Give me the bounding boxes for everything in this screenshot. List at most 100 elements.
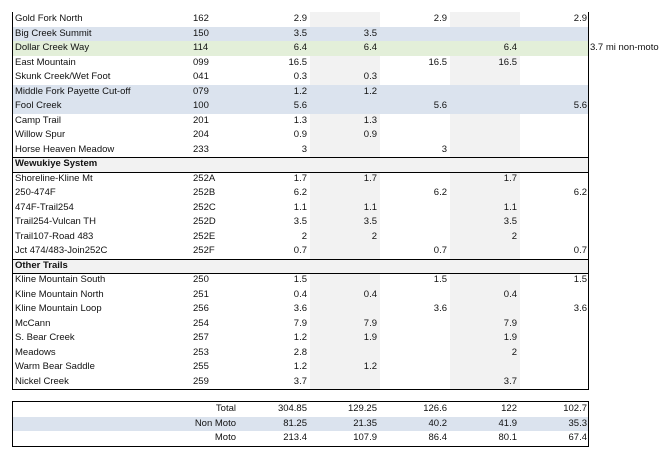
mileage: 3 — [301, 143, 307, 155]
trail-number: 114 — [193, 42, 209, 53]
highlight-row — [12, 416, 588, 431]
mileage: 6.4 — [293, 42, 307, 53]
mileage: 0.3 — [293, 71, 307, 82]
mileage: 1.2 — [293, 361, 307, 372]
mileage: 16.5 — [498, 56, 518, 68]
mileage: 1.2 — [293, 332, 307, 343]
mileage: 1.2 — [363, 361, 377, 372]
trail-name: McCann — [15, 317, 51, 329]
highlight-row — [12, 84, 588, 99]
mileage: 1.7 — [363, 172, 377, 184]
trail-number: 233 — [193, 143, 209, 155]
trail-number: 201 — [193, 114, 209, 126]
mileage: 3.5 — [293, 27, 307, 39]
mileage: 16.5 — [288, 56, 308, 68]
rule — [12, 171, 588, 173]
trail-name: Other Trails — [15, 259, 68, 271]
trail-name: Willow Spur — [15, 129, 66, 140]
trail-number: 254 — [193, 317, 209, 329]
mileage: 2 — [371, 230, 377, 242]
mileage: 6.2 — [573, 187, 587, 198]
mileage: 0.3 — [363, 71, 377, 82]
mileage: 1.3 — [293, 114, 307, 126]
mileage: 1.2 — [363, 85, 377, 97]
mileage: 2 — [511, 346, 517, 358]
mileage: 5.6 — [293, 100, 307, 111]
mileage: 3.5 — [503, 216, 517, 227]
mileage: 2.8 — [293, 346, 307, 358]
trail-number: 256 — [193, 303, 209, 314]
trail-number: 099 — [193, 56, 209, 68]
border — [12, 445, 589, 447]
summary-value: 126.6 — [423, 403, 447, 414]
mileage: 2.9 — [293, 13, 307, 24]
mileage: 1.5 — [293, 274, 307, 285]
mileage: 6.2 — [293, 187, 307, 198]
mileage: 0.7 — [573, 245, 587, 256]
trail-number: 150 — [193, 27, 209, 39]
highlight-row — [12, 26, 588, 41]
summary-value: 41.9 — [498, 417, 518, 429]
mileage: 1.5 — [573, 274, 587, 285]
trail-name: Kline Mountain North — [15, 288, 104, 300]
trail-name: Trail107-Road 483 — [15, 230, 94, 242]
summary-value: 304.85 — [277, 403, 307, 414]
column-shade — [450, 12, 520, 389]
mileage: 3.7 — [503, 375, 517, 387]
border — [588, 12, 589, 389]
highlight-row — [12, 99, 588, 114]
mileage: 3.5 — [363, 27, 377, 39]
trail-name: Jct 474/483-Join252C — [15, 245, 108, 256]
trail-number: 252B — [193, 187, 216, 198]
mileage: 0.9 — [293, 129, 307, 140]
trail-name: Dollar Creek Way — [15, 42, 90, 53]
summary-value: 80.1 — [498, 432, 518, 443]
trail-name: Warm Bear Saddle — [15, 361, 95, 372]
mileage: 3.5 — [293, 216, 307, 227]
mileage: 2 — [301, 230, 307, 242]
mileage: 0.4 — [293, 288, 307, 300]
mileage: 0.7 — [433, 245, 447, 256]
mileage: 16.5 — [428, 56, 448, 68]
mileage: 0.4 — [363, 288, 377, 300]
mileage: 0.7 — [293, 245, 307, 256]
mileage: 2.9 — [433, 13, 447, 24]
trail-number: 259 — [193, 375, 209, 387]
mileage: 3.7 — [293, 375, 307, 387]
trail-number: 255 — [193, 361, 209, 372]
trail-number: 252D — [193, 216, 216, 227]
trail-number: 257 — [193, 332, 209, 343]
mileage: 1.9 — [363, 332, 377, 343]
trail-number: 079 — [193, 85, 209, 97]
trail-name: 474F-Trail254 — [15, 201, 74, 213]
rule — [12, 157, 588, 158]
trail-number: 100 — [193, 100, 209, 111]
mileage: 2.9 — [573, 13, 587, 24]
trail-number: 252A — [193, 172, 216, 184]
trail-name: Meadows — [15, 346, 56, 358]
trail-name: Trail254-Vulcan TH — [15, 216, 96, 227]
mileage: 5.6 — [573, 100, 587, 111]
border — [12, 389, 589, 390]
trail-number: 252E — [193, 230, 216, 242]
trail-number: 252C — [193, 201, 216, 213]
trail-name: Kline Mountain South — [15, 274, 106, 285]
mileage: 1.5 — [433, 274, 447, 285]
mileage: 1.1 — [363, 201, 377, 213]
mileage: 6.4 — [503, 42, 517, 53]
summary-value: 107.9 — [353, 432, 377, 443]
column-shade — [310, 12, 380, 389]
mileage: 3.6 — [573, 303, 587, 314]
trail-name: Skunk Creek/Wet Foot — [15, 71, 111, 82]
summary-value: 213.4 — [283, 432, 307, 443]
trail-name: Camp Trail — [15, 114, 61, 126]
mileage: 7.9 — [363, 317, 377, 329]
highlight-row — [12, 41, 588, 56]
trail-name: S. Bear Creek — [15, 332, 75, 343]
trail-name: Big Creek Summit — [15, 27, 92, 39]
trail-number: 251 — [193, 288, 209, 300]
summary-value: 102.7 — [563, 403, 587, 414]
mileage: 3 — [441, 143, 447, 155]
rule — [12, 258, 588, 260]
